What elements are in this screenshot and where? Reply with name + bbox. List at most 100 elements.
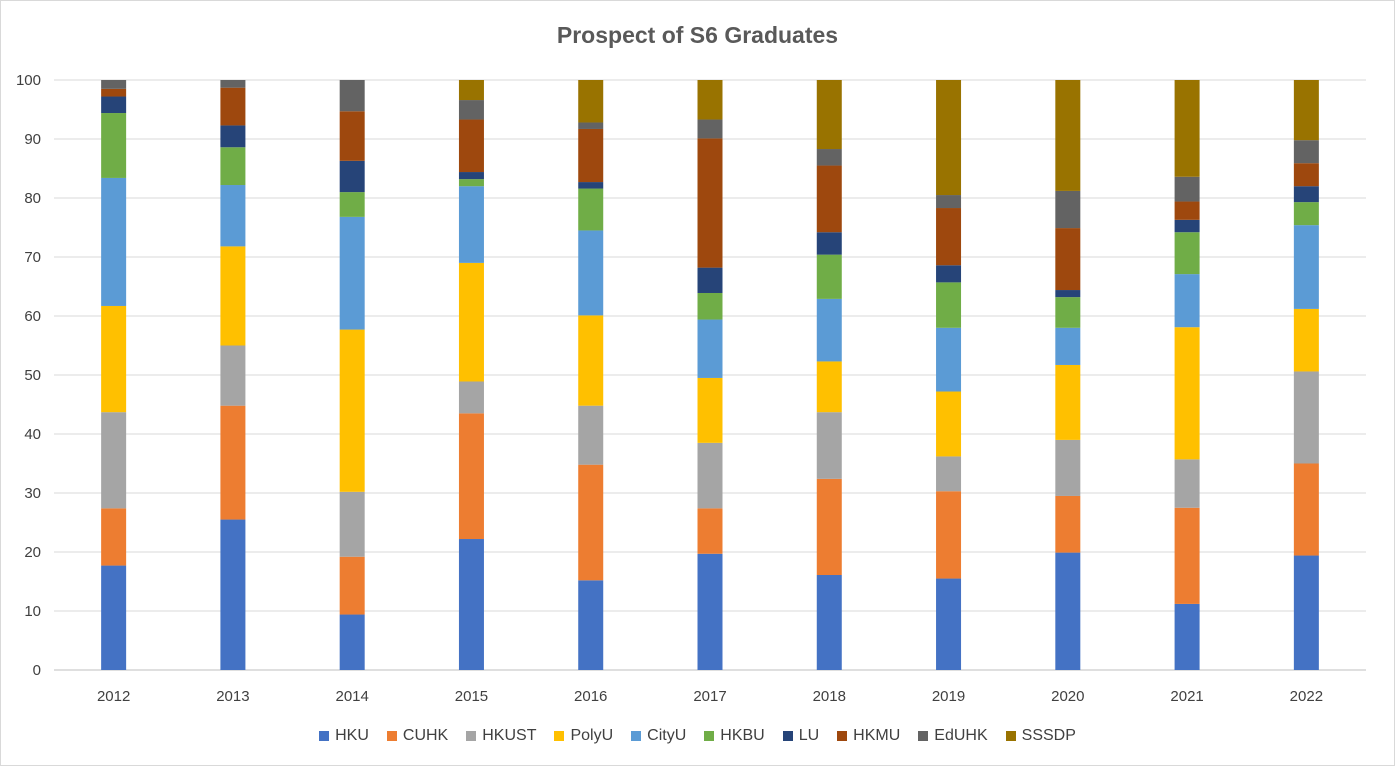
bar-segment-cityu-2015 <box>458 186 484 263</box>
bar-segment-lu-2018 <box>816 232 842 255</box>
bar-segment-eduhk-2019 <box>936 195 962 209</box>
legend-item-eduhk: EdUHK <box>918 727 988 745</box>
bar-segment-cuhk-2012 <box>101 508 127 566</box>
legend-label: HKUST <box>482 727 537 744</box>
bar-segment-cuhk-2018 <box>816 478 842 576</box>
bar-segment-eduhk-2015 <box>458 100 484 120</box>
bar-segment-polyu-2017 <box>697 377 723 443</box>
bar-segment-hkbu-2015 <box>458 179 484 187</box>
legend-item-hkmu: HKMU <box>837 727 900 745</box>
bar-segment-sssdp-2015 <box>458 80 484 101</box>
legend-label: CUHK <box>402 727 449 744</box>
bar-segment-sssdp-2017 <box>697 80 723 120</box>
bar-segment-lu-2017 <box>697 267 723 293</box>
y-tick-label: 30 <box>24 485 41 502</box>
legend-item-polyu: PolyU <box>554 727 613 745</box>
legend-label: HKMU <box>853 727 901 744</box>
bar-segment-eduhk-2020 <box>1055 190 1081 229</box>
bar-segment-lu-2021 <box>1174 219 1200 233</box>
y-tick-label: 60 <box>24 308 41 325</box>
legend-label: CityU <box>647 727 687 744</box>
bar-segment-polyu-2014 <box>339 329 365 492</box>
bar-segment-sssdp-2020 <box>1055 80 1081 191</box>
legend-item-cuhk: CUHK <box>386 727 449 745</box>
chart-legend: HKU CUHK HKUST PolyU CityU HKBU LU HKMU EdUHK SSS… <box>0 727 1395 745</box>
bar-segment-sssdp-2019 <box>936 80 962 196</box>
x-tick-label: 2021 <box>1170 688 1203 705</box>
legend-label: HKBU <box>720 727 765 744</box>
bar-segment-hkbu-2022 <box>1293 202 1319 226</box>
bar-segment-hkmu-2018 <box>816 165 842 233</box>
bar-segment-hkmu-2014 <box>339 111 365 161</box>
bar-segment-hkbu-2016 <box>578 188 604 231</box>
legend-item-hkust: HKUST <box>466 727 536 745</box>
bar-segment-hkbu-2014 <box>339 192 365 217</box>
bar-segment-lu-2015 <box>458 172 484 180</box>
bar-segment-eduhk-2021 <box>1174 176 1200 202</box>
bar-segment-cityu-2021 <box>1174 274 1200 328</box>
bar-segment-cuhk-2013 <box>220 405 246 520</box>
bar-segment-lu-2022 <box>1293 186 1319 203</box>
bar-segment-cuhk-2021 <box>1174 507 1200 604</box>
bar-segment-hkmu-2021 <box>1174 201 1200 220</box>
bar-segment-hku-2018 <box>816 575 842 670</box>
bar-segment-hkust-2022 <box>1293 371 1319 464</box>
bar-segment-polyu-2019 <box>936 391 962 457</box>
bar-segment-hkmu-2012 <box>101 88 127 97</box>
y-tick-label: 0 <box>33 662 41 679</box>
legend-swatch <box>386 731 397 741</box>
legend-item-hkbu: HKBU <box>704 727 765 745</box>
bar-segment-hkust-2014 <box>339 491 365 557</box>
chart-title: Prospect of S6 Graduates <box>556 22 839 48</box>
bar-segment-sssdp-2021 <box>1174 80 1200 177</box>
bar-segment-eduhk-2016 <box>578 122 604 129</box>
bar-segment-polyu-2015 <box>458 262 484 382</box>
y-tick-label: 10 <box>24 603 41 620</box>
y-tick-label: 20 <box>24 544 41 561</box>
bar-segment-hkust-2017 <box>697 442 723 509</box>
bar-segment-hkust-2013 <box>220 345 246 406</box>
bar-segment-cityu-2017 <box>697 319 723 378</box>
bar-segment-hkbu-2017 <box>697 292 723 320</box>
y-tick-label: 40 <box>24 426 41 443</box>
legend-label: PolyU <box>570 727 614 744</box>
bar-segment-hkust-2012 <box>101 412 127 509</box>
x-tick-label: 2014 <box>335 688 368 705</box>
bar-segment-hkbu-2012 <box>101 113 127 178</box>
bar-segment-hku-2015 <box>458 539 484 670</box>
bar-segment-hku-2022 <box>1293 555 1319 670</box>
bar-segment-lu-2019 <box>936 265 962 283</box>
bar-segment-polyu-2012 <box>101 305 127 413</box>
bar-segment-eduhk-2017 <box>697 119 723 139</box>
bar-segment-polyu-2018 <box>816 361 842 413</box>
x-tick-label: 2018 <box>813 688 846 705</box>
bar-segment-cityu-2013 <box>220 185 246 247</box>
y-tick-label: 90 <box>24 131 41 148</box>
bar-segment-eduhk-2022 <box>1293 140 1319 164</box>
y-tick-label: 70 <box>24 249 41 266</box>
legend-swatch <box>704 731 715 741</box>
legend-swatch <box>554 731 565 741</box>
y-tick-label: 50 <box>24 367 41 384</box>
bar-segment-cuhk-2016 <box>578 464 604 581</box>
bar-segment-hkmu-2016 <box>578 128 604 183</box>
x-tick-label: 2015 <box>455 688 488 705</box>
bar-segment-hku-2017 <box>697 553 723 670</box>
legend-swatch <box>782 731 793 741</box>
bar-segment-sssdp-2022 <box>1293 80 1319 141</box>
bar-segment-hkust-2016 <box>578 405 604 465</box>
x-tick-label: 2017 <box>693 688 726 705</box>
legend-item-sssdp: SSSDP <box>1005 727 1076 745</box>
bar-segment-cuhk-2022 <box>1293 463 1319 556</box>
x-tick-label: 2022 <box>1290 688 1323 705</box>
x-tick-label: 2019 <box>932 688 965 705</box>
bar-segment-hku-2020 <box>1055 552 1081 670</box>
legend-swatch <box>918 731 929 741</box>
legend-label: HKU <box>335 727 369 744</box>
bar-segment-cuhk-2017 <box>697 508 723 554</box>
bar-segment-lu-2020 <box>1055 290 1081 298</box>
bar-segment-cityu-2016 <box>578 230 604 316</box>
bar-segment-hkbu-2020 <box>1055 297 1081 328</box>
bar-segment-hku-2021 <box>1174 603 1200 670</box>
bar-segment-sssdp-2018 <box>816 80 842 150</box>
